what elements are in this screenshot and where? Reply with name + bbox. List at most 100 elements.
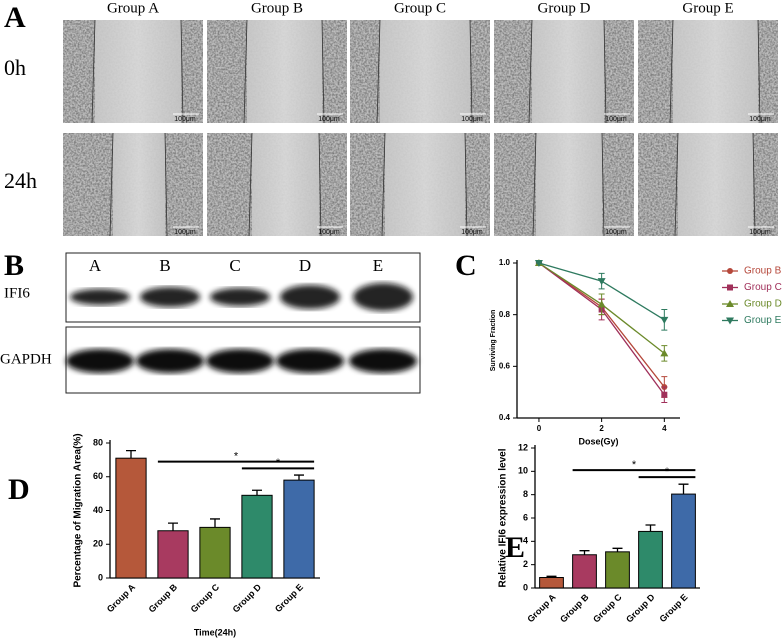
x-axis-label: Time(24h) (194, 627, 236, 637)
legend-label: Group E (744, 315, 782, 326)
scratch-edge (109, 132, 114, 237)
scratch-edge (91, 19, 96, 124)
scale-bar-label: 100μm (461, 116, 483, 123)
legend-marker (726, 300, 734, 307)
error-bar (126, 449, 136, 459)
error-bar (294, 474, 304, 481)
scale-bar-label: 100μm (749, 116, 771, 123)
y-tick-label: 10 (518, 466, 528, 476)
y-tick-label: 6 (523, 512, 528, 522)
error-bar (579, 550, 590, 555)
significance-label: * (632, 459, 637, 471)
y-tick-label: 0 (523, 582, 528, 592)
scratch-edge (528, 19, 533, 124)
time-label: 24h (4, 168, 37, 193)
x-tick-label: 2 (599, 424, 604, 433)
legend-marker (727, 268, 733, 274)
group-label: Group D (538, 0, 591, 16)
marker (661, 391, 668, 398)
y-tick-label: 80 (93, 437, 103, 447)
y-tick-label: 12 (518, 442, 528, 452)
scratch-gap (536, 133, 602, 236)
protein-label: IFI6 (4, 285, 30, 301)
scratch-gap (95, 20, 181, 123)
scratch-gap (532, 20, 604, 123)
micrographs: Group A 100μm 100μm Group B 100μm 100μm Group … (4, 0, 778, 237)
x-axis-label: Dose(Gy) (578, 436, 618, 446)
y-tick-label: 40 (93, 505, 103, 515)
x-tick-label: Group A (525, 592, 558, 625)
bar (115, 457, 147, 579)
scratch-edge (381, 132, 386, 237)
legend-label: Group C (744, 282, 782, 293)
x-tick-label: Group B (558, 592, 591, 625)
scratch-gap (252, 133, 319, 236)
bar (241, 494, 273, 579)
bar (539, 577, 564, 589)
time-label: 0h (4, 55, 26, 80)
y-axis-label: Relative IFI6 expression level (498, 448, 509, 587)
x-tick-label: 0 (537, 424, 542, 433)
marker (534, 260, 543, 267)
gapdh-band (206, 349, 274, 373)
x-tick-label: Group E (273, 582, 305, 614)
lane-label: C (229, 256, 240, 275)
scale-bar-label: 100μm (605, 229, 627, 236)
scale-bar-label: 100μm (461, 229, 483, 236)
y-axis-label: Percentage of Migration Area(%) (73, 433, 84, 587)
ifi6-band (70, 289, 130, 305)
scratch-edge (376, 19, 381, 124)
scratch-edge (469, 19, 473, 124)
bar (572, 554, 597, 589)
group-label: Group E (682, 0, 733, 16)
scratch-edge (601, 132, 605, 237)
scratch-edge (757, 19, 761, 124)
legend-marker (726, 317, 734, 325)
y-tick-label: 0.4 (499, 413, 511, 422)
gapdh-band (276, 349, 344, 373)
significance-label: * (276, 457, 281, 469)
panel-label: B (4, 249, 24, 282)
scale-bar-label: 100μm (174, 116, 196, 123)
scratch-edge (674, 132, 679, 237)
marker (597, 278, 606, 286)
scratch-edge (318, 132, 322, 237)
y-tick-label: 20 (93, 539, 103, 549)
panel-label: E (505, 531, 525, 564)
y-tick-label: 0 (98, 572, 103, 582)
scale-bar-label: 100μm (174, 229, 196, 236)
x-tick-label: Group C (591, 592, 624, 625)
lane-label: B (159, 256, 170, 275)
gapdh-band (66, 349, 134, 373)
lane-label: A (89, 256, 102, 275)
bar (671, 493, 696, 589)
error-bar (252, 489, 262, 496)
marker (660, 316, 669, 324)
y-tick-label: 2 (523, 559, 528, 569)
group-label: Group A (107, 0, 159, 16)
x-tick-label: Group D (231, 582, 264, 615)
ifi6-band (140, 287, 200, 307)
legend-label: Group B (744, 266, 782, 277)
panel-label: C (455, 249, 477, 282)
scale-bar-label: 100μm (318, 116, 340, 123)
ifi6-band (353, 283, 413, 311)
marker (597, 300, 606, 308)
error-bar (168, 522, 178, 531)
x-tick-label: Group B (147, 582, 180, 615)
scratch-edge (248, 132, 253, 237)
x-tick-label: Group A (105, 582, 138, 615)
protein-label: GAPDH (0, 351, 52, 367)
scratch-edge (321, 19, 325, 124)
y-tick-label: 1.0 (499, 258, 511, 267)
bar (199, 526, 231, 579)
y-tick-label: 60 (93, 471, 103, 481)
scratch-gap (678, 133, 753, 236)
group-label: Group B (251, 0, 303, 16)
legend-label: Group D (744, 299, 782, 310)
scratch-gap (385, 133, 465, 236)
scratch-gap (247, 20, 322, 123)
error-bar (210, 518, 220, 528)
scratch-edge (603, 19, 607, 124)
